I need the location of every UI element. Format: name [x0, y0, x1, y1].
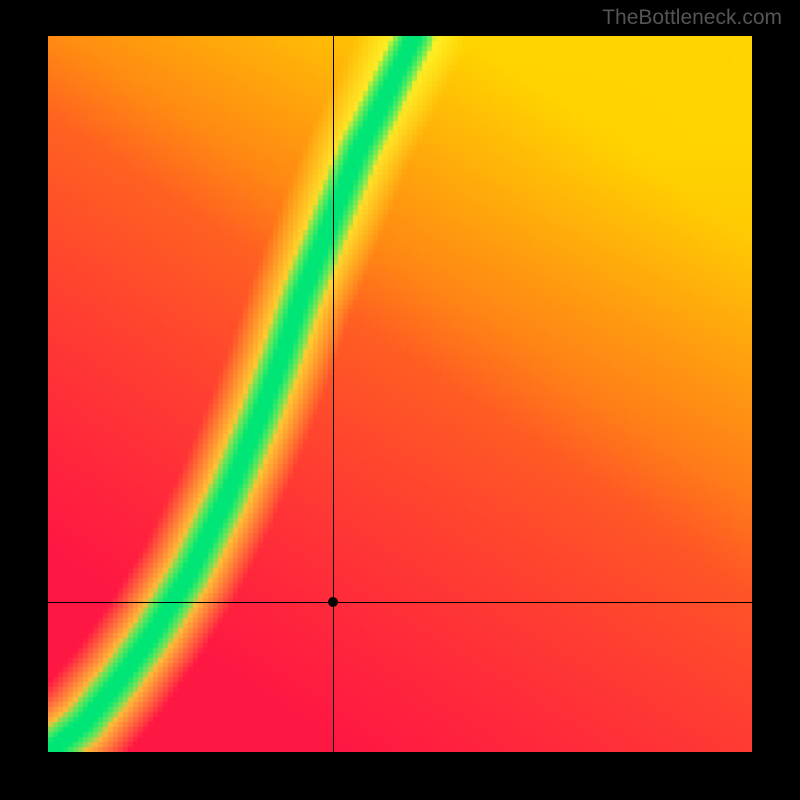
crosshair-vertical [333, 36, 334, 752]
heatmap-plot [48, 36, 752, 752]
heatmap-canvas [48, 36, 752, 752]
crosshair-horizontal [48, 602, 752, 603]
crosshair-marker [328, 597, 338, 607]
watermark-text: TheBottleneck.com [602, 6, 782, 30]
